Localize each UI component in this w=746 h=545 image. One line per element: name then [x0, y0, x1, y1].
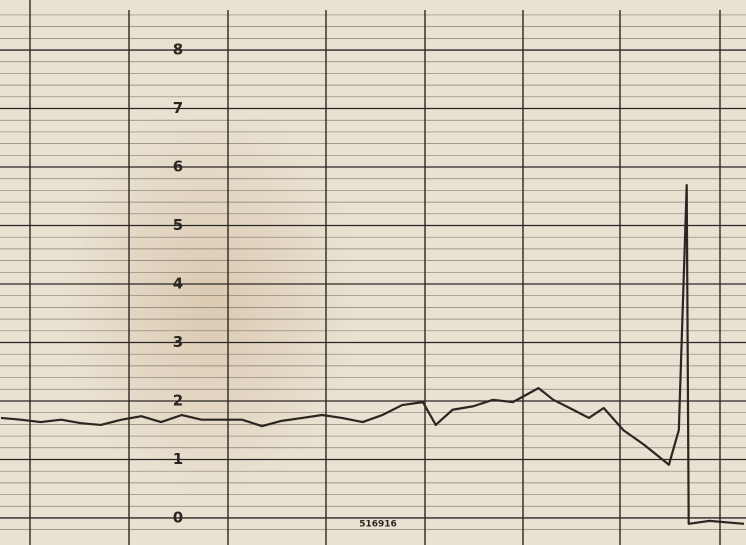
y-tick-label: 4: [173, 275, 183, 293]
y-tick-label: 3: [173, 333, 183, 351]
y-tick-label: 1: [173, 450, 183, 468]
y-tick-label: 5: [173, 216, 183, 234]
stain: [60, 100, 360, 500]
y-tick-label: 2: [173, 391, 183, 409]
minor-grid: [0, 15, 746, 530]
y-tick-label: 0: [173, 508, 183, 526]
page: {"chart_data": {"type": "line", "x": [-0…: [0, 0, 746, 545]
chart: 516916 0 1 2 3 4 5 6 7 8: [0, 0, 746, 545]
y-tick-label: 6: [173, 158, 183, 176]
y-tick-label: 8: [173, 41, 183, 59]
y-tick-label: 7: [173, 99, 183, 117]
annotation: 516916: [359, 520, 397, 530]
